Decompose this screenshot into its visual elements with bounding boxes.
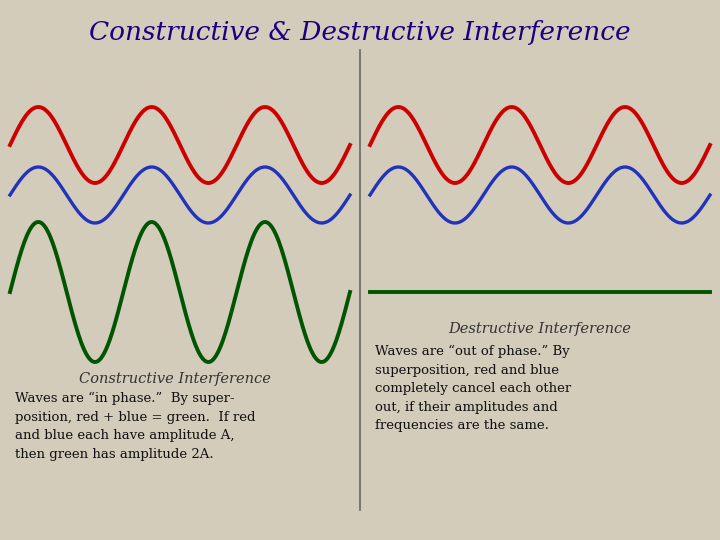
Text: Constructive Interference: Constructive Interference — [79, 372, 271, 386]
Text: Destructive Interference: Destructive Interference — [449, 322, 631, 336]
Text: Waves are “out of phase.” By
superposition, red and blue
completely cancel each : Waves are “out of phase.” By superpositi… — [375, 345, 571, 432]
Text: Waves are “in phase.”  By super-
position, red + blue = green.  If red
and blue : Waves are “in phase.” By super- position… — [15, 392, 256, 461]
Text: Constructive & Destructive Interference: Constructive & Destructive Interference — [89, 20, 631, 45]
